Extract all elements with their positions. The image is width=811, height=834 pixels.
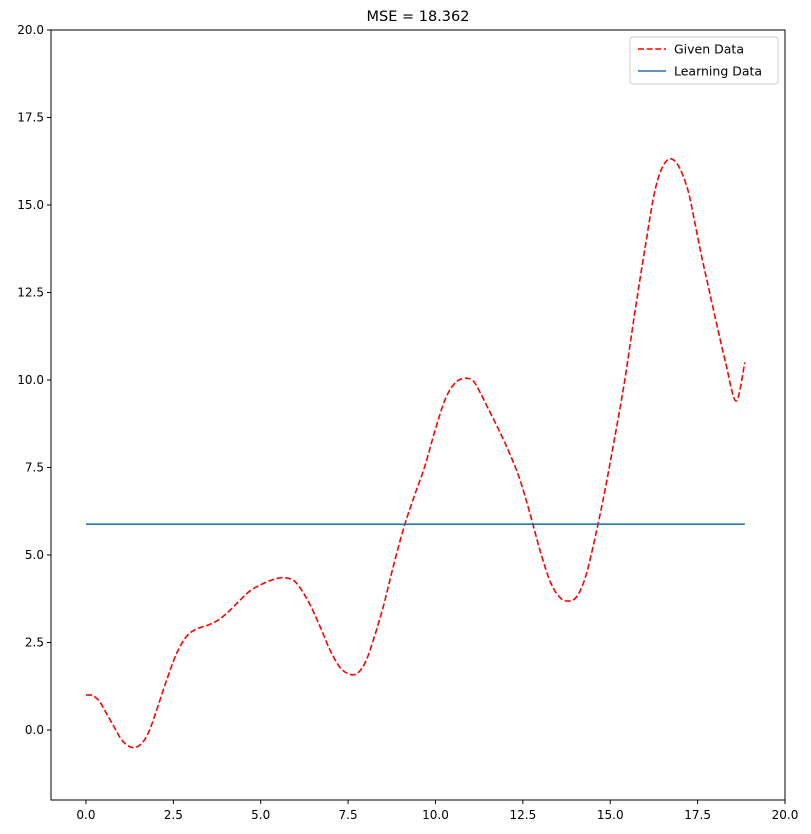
x-tick-label: 20.0 [772,808,799,822]
y-tick-label: 10.0 [17,373,44,387]
chart-title: MSE = 18.362 [367,9,470,25]
legend-box [629,36,779,85]
x-tick-label: 15.0 [597,808,624,822]
x-tick-label: 17.5 [684,808,711,822]
y-tick-label: 2.5 [25,636,44,650]
y-tick-label: 15.0 [17,198,44,212]
y-tick-label: 17.5 [17,111,44,125]
legend: Given Data Learning Data [629,36,779,85]
plot-area-frame [50,29,786,801]
y-tick-label: 7.5 [25,461,44,475]
y-tick-label: 12.5 [17,286,44,300]
legend-label-given-data: Given Data [674,42,744,57]
y-axis: 0.0 2.5 5.0 7.5 10.0 12.5 15.0 17.5 20.0 [17,23,51,737]
x-tick-label: 2.5 [164,808,183,822]
y-tick-label: 20.0 [17,23,44,37]
legend-label-learning-data: Learning Data [674,64,762,79]
y-tick-label: 0.0 [25,723,44,737]
x-tick-label: 12.5 [509,808,536,822]
x-axis: 0.0 2.5 5.0 7.5 10.0 12.5 15.0 17.5 20.0 [76,800,798,822]
series-layer [85,158,746,749]
x-tick-label: 10.0 [422,808,449,822]
y-tick-label: 5.0 [25,548,44,562]
x-tick-label: 5.0 [251,808,270,822]
x-tick-label: 0.0 [76,808,95,822]
series-line-given-data [85,158,746,749]
x-tick-label: 7.5 [339,808,358,822]
